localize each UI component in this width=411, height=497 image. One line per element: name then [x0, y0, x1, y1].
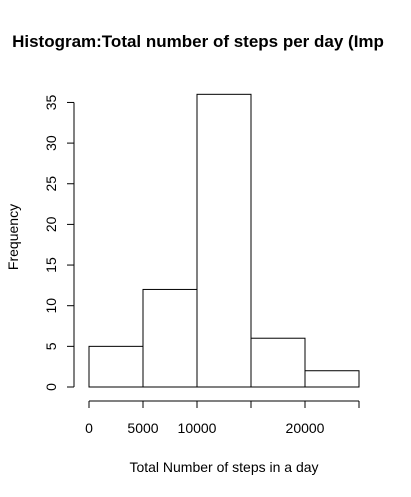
y-tick-label: 0	[43, 383, 59, 391]
histogram-bar-3	[196, 93, 252, 388]
chart-title: Histogram:Total number of steps per day …	[12, 32, 384, 51]
y-tick-label: 5	[43, 342, 59, 350]
y-tick-label: 30	[43, 135, 59, 151]
y-tick-label: 20	[43, 216, 59, 232]
x-axis: 0 5000 10000 20000	[85, 400, 360, 436]
histogram-bar-1	[88, 345, 144, 388]
y-tick-label: 35	[43, 94, 59, 110]
histogram-bar-4	[250, 337, 306, 388]
y-tick-label: 25	[43, 176, 59, 192]
x-tick-label: 20000	[286, 420, 325, 436]
x-tick-label: 0	[85, 420, 93, 436]
y-axis: 0 5 10 15 20 25 30 35	[43, 94, 75, 391]
x-tick-label: 10000	[178, 420, 217, 436]
x-axis-label: Total Number of steps in a day	[129, 459, 318, 475]
histogram-bar-2	[142, 288, 198, 388]
bars-group	[88, 93, 360, 388]
y-axis-label: Frequency	[5, 204, 21, 270]
y-tick-label: 15	[43, 257, 59, 273]
histogram-bar-5	[304, 370, 360, 388]
y-tick-label: 10	[43, 298, 59, 314]
x-tick-label: 5000	[127, 420, 158, 436]
